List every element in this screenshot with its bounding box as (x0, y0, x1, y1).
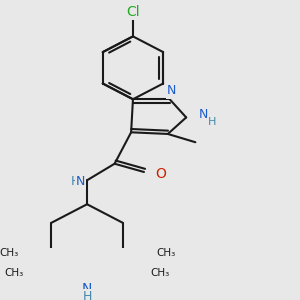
Text: CH₃: CH₃ (0, 248, 18, 258)
Text: H: H (208, 117, 217, 128)
Text: O: O (155, 167, 166, 181)
Text: CH₃: CH₃ (150, 268, 170, 278)
Text: CH₃: CH₃ (156, 248, 175, 258)
Text: N: N (199, 108, 208, 121)
Text: Cl: Cl (126, 4, 140, 19)
Text: CH₃: CH₃ (4, 268, 24, 278)
Text: H: H (70, 176, 80, 188)
Text: N: N (76, 175, 85, 188)
Text: N: N (82, 282, 92, 296)
Text: H: H (82, 290, 92, 300)
Text: N: N (167, 85, 176, 98)
